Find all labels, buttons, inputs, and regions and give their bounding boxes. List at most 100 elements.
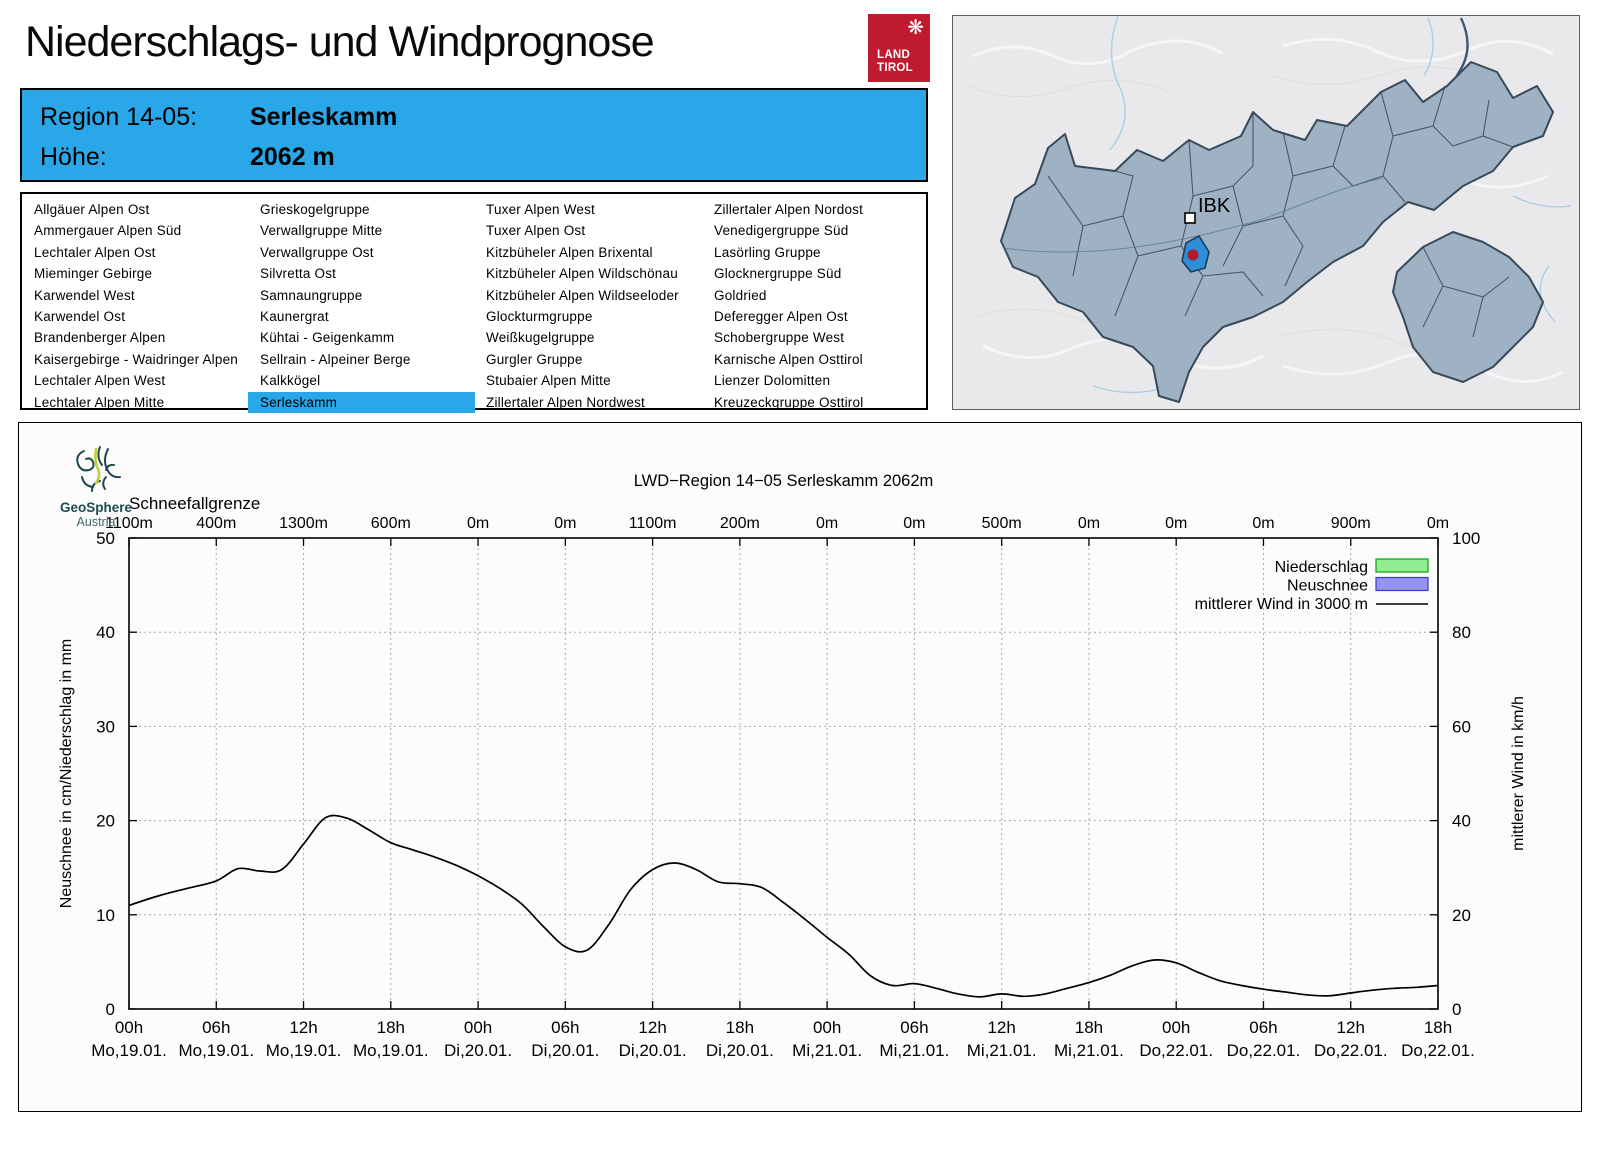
region-item[interactable]: Goldried xyxy=(714,287,767,303)
x-date-label: Mo,19.01. xyxy=(266,1041,342,1060)
region-item[interactable]: Samnaungruppe xyxy=(260,287,363,303)
region-item[interactable]: Grieskogelgruppe xyxy=(260,202,370,217)
ibk-marker xyxy=(1184,212,1196,224)
schneefallgrenze-value: 0m xyxy=(1165,515,1187,532)
region-item[interactable]: Zillertaler Alpen Nordwest xyxy=(486,394,646,410)
tirol-map[interactable]: IBK xyxy=(952,15,1580,410)
region-item[interactable]: Lasörling Gruppe xyxy=(714,244,821,260)
region-item[interactable]: Tuxer Alpen Ost xyxy=(486,223,586,239)
schneefallgrenze-label: Schneefallgrenze xyxy=(129,494,260,513)
region-item[interactable]: Verwallgruppe Mitte xyxy=(260,223,383,239)
river-lines xyxy=(1092,15,1572,394)
geosphere-name: GeoSphere xyxy=(59,500,133,515)
region-label: Region 14-05: xyxy=(40,103,198,131)
y-tick-label-left: 20 xyxy=(96,812,115,831)
region-column-3: Tuxer Alpen West Tuxer Alpen Ost Kitzbühel… xyxy=(474,199,701,413)
region-item[interactable]: Schobergruppe West xyxy=(714,330,845,346)
region-item[interactable]: Silvretta Ost xyxy=(260,266,337,282)
land-tirol-logo: ❋ LAND TIROL xyxy=(868,14,930,82)
x-hour-label: 06h xyxy=(202,1018,230,1037)
region-item[interactable]: Venedigergruppe Süd xyxy=(714,223,849,239)
region-item[interactable]: Ammergauer Alpen Süd xyxy=(34,223,182,239)
legend-label: Neuschnee xyxy=(1287,578,1368,595)
region-item[interactable]: Mieminger Gebirge xyxy=(34,266,153,282)
region-item[interactable]: Deferegger Alpen Ost xyxy=(714,308,848,324)
x-date-label: Mi,21.01. xyxy=(792,1041,862,1060)
region-info-box: Region 14-05: Serleskamm Höhe: 2062 m xyxy=(20,88,928,182)
region-item[interactable]: Karnische Alpen Osttirol xyxy=(714,351,863,367)
y-tick-label-right: 100 xyxy=(1452,529,1480,548)
x-hour-label: 18h xyxy=(1075,1018,1103,1037)
region-item[interactable]: Kitzbüheler Alpen Wildschönau xyxy=(486,266,678,282)
region-item[interactable]: Verwallgruppe Ost xyxy=(260,244,374,260)
region-column-4: Zillertaler Alpen Nordost Venedigergruppe… xyxy=(702,199,929,413)
region-item[interactable]: Stubaier Alpen Mitte xyxy=(486,373,611,389)
region-item[interactable]: Tuxer Alpen West xyxy=(486,202,595,217)
region-item[interactable]: Glocknergruppe Süd xyxy=(714,266,842,282)
region-column-1: Allgäuer Alpen Ost Ammergauer Alpen Süd Le… xyxy=(22,199,249,413)
x-date-label: Di,20.01. xyxy=(531,1041,599,1060)
y-tick-label-right: 80 xyxy=(1452,623,1471,642)
y-tick-label-right: 0 xyxy=(1452,1000,1461,1019)
region-item[interactable]: Serleskamm xyxy=(248,391,475,413)
altitude-value: 2062 m xyxy=(250,143,335,171)
x-hour-label: 18h xyxy=(377,1018,405,1037)
map-region-north-tirol[interactable] xyxy=(1000,61,1554,403)
region-item[interactable]: Karwendel Ost xyxy=(34,308,126,324)
region-item[interactable]: Karwendel West xyxy=(34,287,135,303)
schneefallgrenze-value: 0m xyxy=(903,515,925,532)
region-item[interactable]: Gurgler Gruppe xyxy=(486,351,583,367)
region-item[interactable]: Allgäuer Alpen Ost xyxy=(34,202,150,217)
inn-river xyxy=(1002,177,1384,253)
plot-border xyxy=(128,537,1439,1010)
snowflake-eagle-icon: ❋ xyxy=(907,17,924,39)
forecast-chart-panel: GeoSphere Austria LWD−Region 14−05 Serle… xyxy=(18,422,1582,1112)
map-city-label: IBK xyxy=(1198,195,1231,217)
region-item[interactable]: Kalkkögel xyxy=(260,373,321,389)
geosphere-swirl-icon xyxy=(76,446,121,492)
region-item[interactable]: Lienzer Dolomitten xyxy=(714,373,831,389)
schneefallgrenze-value: 0m xyxy=(1252,515,1274,532)
region-item[interactable]: Lechtaler Alpen Ost xyxy=(34,244,156,260)
x-hour-label: 18h xyxy=(1424,1018,1452,1037)
region-item[interactable]: Kreuzeckgruppe Osttirol xyxy=(714,394,864,410)
x-date-label: Do,22.01. xyxy=(1227,1041,1301,1060)
x-date-label: Di,20.01. xyxy=(706,1041,774,1060)
page-title: Niederschlags- und Windprognose xyxy=(25,18,655,66)
schneefallgrenze-value: 0m xyxy=(1427,515,1449,532)
region-item[interactable]: Weißkugelgruppe xyxy=(486,330,595,346)
x-hour-label: 06h xyxy=(900,1018,928,1037)
x-date-label: Mo,19.01. xyxy=(91,1041,167,1060)
region-list: Allgäuer Alpen Ost Ammergauer Alpen Süd Le… xyxy=(20,192,929,413)
chart-title: LWD−Region 14−05 Serleskamm 2062m xyxy=(634,472,934,490)
region-item[interactable]: Kitzbüheler Alpen Brixental xyxy=(486,244,653,260)
region-item[interactable]: Zillertaler Alpen Nordost xyxy=(714,202,864,217)
right-axis-title: mittlerer Wind in km/h xyxy=(1510,696,1527,851)
y-tick-label-left: 50 xyxy=(96,529,115,548)
y-tick-label-left: 30 xyxy=(96,717,115,736)
region-item[interactable]: Glockturmgruppe xyxy=(486,308,593,324)
schneefallgrenze-value: 200m xyxy=(720,515,760,532)
forecast-chart: LWD−Region 14−05 Serleskamm 2062m Schneef… xyxy=(58,472,1527,1060)
geosphere-logo: GeoSphere Austria xyxy=(41,443,151,529)
region-item[interactable]: Lechtaler Alpen Mitte xyxy=(34,394,165,410)
region-item[interactable]: Kitzbüheler Alpen Wildseeloder xyxy=(486,287,679,303)
x-hour-label: 12h xyxy=(1337,1018,1365,1037)
schneefallgrenze-value: 1300m xyxy=(279,515,328,532)
x-hour-label: 12h xyxy=(987,1018,1015,1037)
region-item[interactable]: Brandenberger Alpen xyxy=(34,330,166,346)
x-hour-label: 18h xyxy=(726,1018,754,1037)
region-item[interactable]: Lechtaler Alpen West xyxy=(34,373,166,389)
region-item[interactable]: Kaunergrat xyxy=(260,308,329,324)
x-date-label: Di,20.01. xyxy=(619,1041,687,1060)
region-item[interactable]: Sellrain - Alpeiner Berge xyxy=(260,351,411,367)
schneefallgrenze-value: 1100m xyxy=(629,515,677,532)
y-tick-label-right: 40 xyxy=(1452,812,1471,831)
schneefallgrenze-value: 400m xyxy=(196,515,236,532)
legend-swatch-niederschlag xyxy=(1375,558,1429,573)
altitude-label: Höhe: xyxy=(40,143,107,171)
region-item[interactable]: Kühtai - Geigenkamm xyxy=(260,330,395,346)
region-item[interactable]: Kaisergebirge - Waidringer Alpen xyxy=(34,351,239,367)
map-region-east-tirol[interactable] xyxy=(1392,231,1544,383)
